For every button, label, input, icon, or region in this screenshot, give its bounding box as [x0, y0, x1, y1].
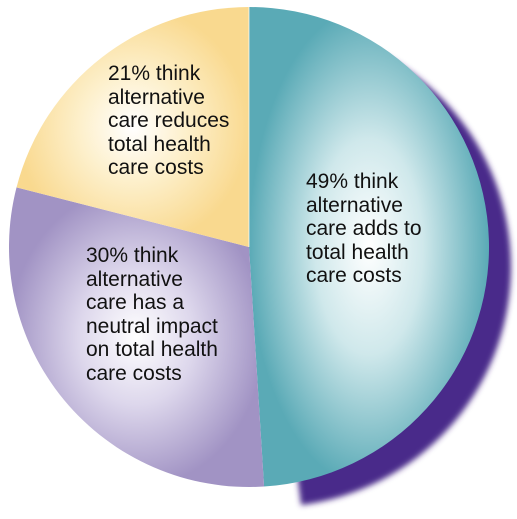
pie-slice-neutral-impact	[8, 187, 265, 488]
slice-label-reduces-costs: 21% think alternative care reduces total…	[108, 62, 230, 179]
pie-slice-reduces-costs	[16, 7, 250, 247]
pie-slice-adds-costs	[249, 7, 490, 487]
slice-label-neutral-impact: 30% think alternative care has a neutral…	[86, 244, 218, 385]
slice-label-adds-costs: 49% think alternative care adds to total…	[306, 170, 422, 287]
